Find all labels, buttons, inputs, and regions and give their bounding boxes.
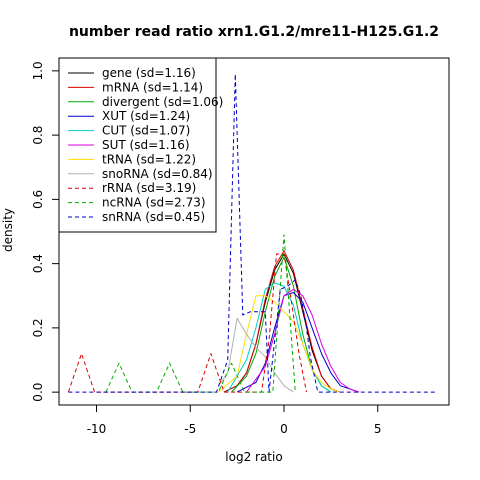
- x-axis: -10 -5 0 5: [87, 404, 382, 436]
- legend-label: ncRNA (sd=2.73): [102, 196, 206, 210]
- series-line-snorna: [217, 317, 294, 393]
- y-tick-label: 0.0: [31, 383, 45, 402]
- y-tick-label: 0.4: [31, 254, 45, 273]
- x-tick-label: 0: [280, 422, 288, 436]
- x-axis-label: log2 ratio: [225, 450, 282, 464]
- series-line-cut: [227, 282, 332, 393]
- x-tick-label: 5: [374, 422, 382, 436]
- legend-label: rRNA (sd=3.19): [102, 181, 196, 195]
- y-axis: 0.0 0.2 0.4 0.6 0.8 1.0: [31, 61, 60, 402]
- series-line-snrna: [68, 73, 438, 393]
- series-line-sut: [246, 288, 360, 393]
- series-line-ncrna: [105, 234, 296, 393]
- y-tick-label: 1.0: [31, 61, 45, 80]
- legend-label: snoRNA (sd=0.84): [102, 167, 213, 181]
- legend-label: snRNA (sd=0.45): [102, 210, 205, 224]
- x-tick-label: -10: [87, 422, 107, 436]
- legend-label: gene (sd=1.16): [102, 66, 196, 80]
- x-tick-label: -5: [184, 422, 196, 436]
- series-line-mrna: [223, 250, 341, 393]
- legend: gene (sd=1.16)mRNA (sd=1.14)divergent (s…: [58, 57, 223, 233]
- legend-label: CUT (sd=1.07): [102, 124, 190, 138]
- y-axis-label: density: [1, 208, 15, 252]
- y-tick-label: 0.6: [31, 190, 45, 209]
- legend-label: SUT (sd=1.16): [102, 138, 190, 152]
- series-layer: [67, 73, 438, 393]
- chart-title: number read ratio xrn1.G1.2/mre11-H125.G…: [69, 24, 439, 40]
- legend-label: tRNA (sd=1.22): [102, 152, 196, 166]
- y-tick-label: 0.2: [31, 318, 45, 337]
- y-tick-label: 0.8: [31, 126, 45, 145]
- legend-label: XUT (sd=1.24): [102, 109, 190, 123]
- legend-label: divergent (sd=1.06): [102, 95, 223, 109]
- legend-label: mRNA (sd=1.14): [102, 80, 203, 94]
